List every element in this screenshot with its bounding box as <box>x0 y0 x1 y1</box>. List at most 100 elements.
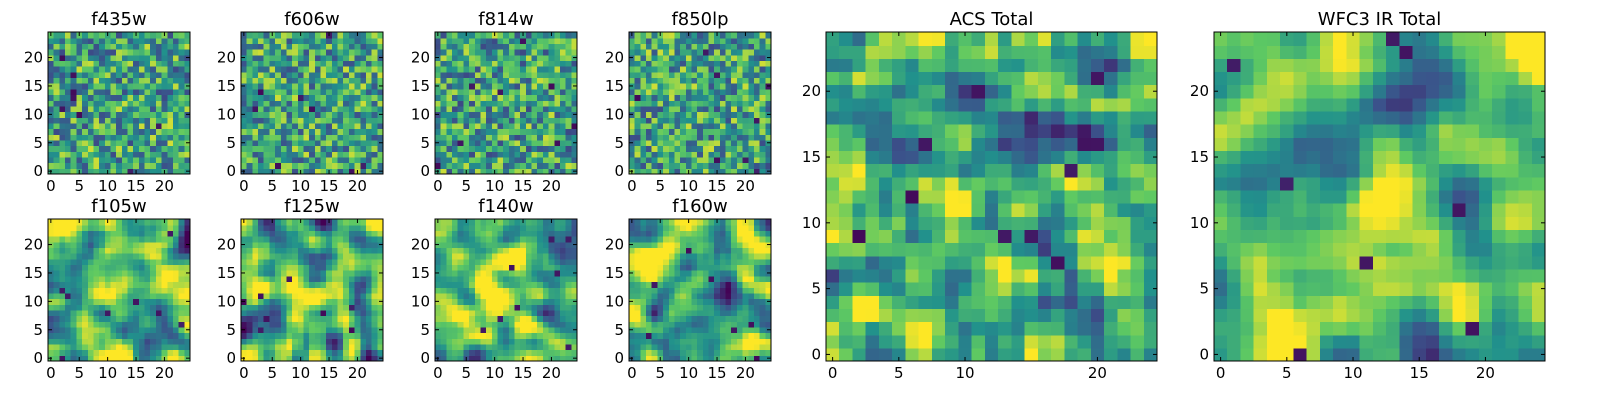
heatmap-cell <box>736 60 744 67</box>
heatmap-cell <box>121 326 129 334</box>
heatmap-cell <box>70 241 77 248</box>
heatmap-cell <box>748 60 755 67</box>
heatmap-cell <box>463 270 470 277</box>
heatmap-cell <box>258 49 265 56</box>
heatmap-cell <box>258 32 265 39</box>
heatmap-cell <box>263 151 270 158</box>
heatmap-cell <box>133 270 140 277</box>
heatmap-cell <box>486 258 493 266</box>
heatmap-cell <box>309 264 316 271</box>
heatmap-cell <box>708 162 715 169</box>
heatmap-cell <box>360 139 367 147</box>
heatmap-cell <box>491 49 499 56</box>
heatmap-cell <box>491 156 499 164</box>
heatmap-cell <box>452 253 459 260</box>
heatmap-cell <box>87 100 95 107</box>
heatmap-cell <box>742 338 749 345</box>
heatmap-cell <box>525 139 533 147</box>
y-tick-label: 0 <box>33 349 43 367</box>
heatmap-cell <box>303 230 310 237</box>
heatmap-cell <box>365 349 373 356</box>
heatmap-cell <box>104 37 112 44</box>
heatmap-cell <box>646 83 653 90</box>
heatmap-cell <box>309 43 316 50</box>
heatmap-cell <box>104 105 112 113</box>
heatmap-cell <box>309 88 316 96</box>
heatmap-cell <box>252 298 259 305</box>
heatmap-cell <box>343 270 350 277</box>
heatmap-cell <box>463 326 470 334</box>
heatmap-cell <box>155 241 163 248</box>
heatmap-cell <box>138 309 146 317</box>
heatmap-cell <box>503 298 510 305</box>
heatmap-cell <box>435 100 442 107</box>
heatmap-cell <box>150 315 157 322</box>
heatmap-cell <box>531 298 538 305</box>
heatmap-cell <box>440 355 447 362</box>
y-tick-label: 10 <box>217 105 236 123</box>
heatmap-cell <box>457 343 464 351</box>
heatmap-cell <box>531 128 538 135</box>
heatmap-cell <box>70 66 77 73</box>
heatmap-cell <box>65 117 72 124</box>
heatmap-cell <box>719 43 727 50</box>
heatmap-cell <box>70 247 77 254</box>
heatmap-cell <box>491 151 499 158</box>
heatmap-cell <box>731 355 738 362</box>
heatmap-cell <box>651 117 658 124</box>
heatmap-cell <box>241 264 248 271</box>
heatmap-cell <box>697 139 704 147</box>
heatmap-cell <box>759 275 766 283</box>
heatmap-cell <box>525 292 533 300</box>
heatmap-cell <box>685 117 693 124</box>
heatmap-cell <box>252 224 259 231</box>
heatmap-cell <box>348 292 356 300</box>
heatmap-cell <box>116 315 123 322</box>
heatmap-cell <box>184 117 191 124</box>
heatmap-cell <box>87 275 95 283</box>
heatmap-cell <box>133 349 140 356</box>
heatmap-cell <box>275 139 282 147</box>
heatmap-cell <box>554 49 561 56</box>
heatmap-cell <box>331 349 339 356</box>
heatmap-cell <box>497 315 504 322</box>
heatmap-cell <box>127 134 134 141</box>
heatmap-cell <box>292 66 299 73</box>
heatmap-cell <box>480 236 487 243</box>
heatmap-cell <box>303 77 310 84</box>
heatmap-cell <box>167 247 174 254</box>
heatmap-cell <box>725 37 732 44</box>
heatmap-cell <box>93 343 100 351</box>
axes-frame <box>47 218 191 362</box>
heatmap-cell <box>53 151 60 158</box>
heatmap-cell <box>184 134 191 141</box>
heatmap-cell <box>640 88 647 96</box>
heatmap-cell <box>508 54 516 61</box>
x-tick-label: 20 <box>542 364 561 382</box>
heatmap-cell <box>697 94 704 101</box>
heatmap-cell <box>714 338 721 345</box>
heatmap-cell <box>172 128 180 135</box>
heatmap-cell <box>457 349 464 356</box>
heatmap-cell <box>537 264 544 271</box>
heatmap-cell <box>446 77 453 84</box>
heatmap-cell <box>303 326 310 334</box>
heatmap-cell <box>469 49 476 56</box>
heatmap-cell <box>440 247 447 254</box>
heatmap-cell <box>565 134 572 141</box>
y-tick-label: 10 <box>24 105 43 123</box>
heatmap-cell <box>280 168 288 175</box>
heatmap-cell <box>286 145 293 152</box>
heatmap-cell <box>167 117 174 124</box>
heatmap-cell <box>292 77 299 84</box>
heatmap-cell <box>435 321 442 328</box>
heatmap-cell <box>663 270 670 277</box>
heatmap-cell <box>520 54 527 61</box>
heatmap-cell <box>320 60 327 67</box>
heatmap-cell <box>469 253 476 260</box>
heatmap-cell <box>680 281 687 288</box>
heatmap-cell <box>326 275 333 283</box>
heatmap-cell <box>53 49 60 56</box>
heatmap-cell <box>337 343 344 351</box>
